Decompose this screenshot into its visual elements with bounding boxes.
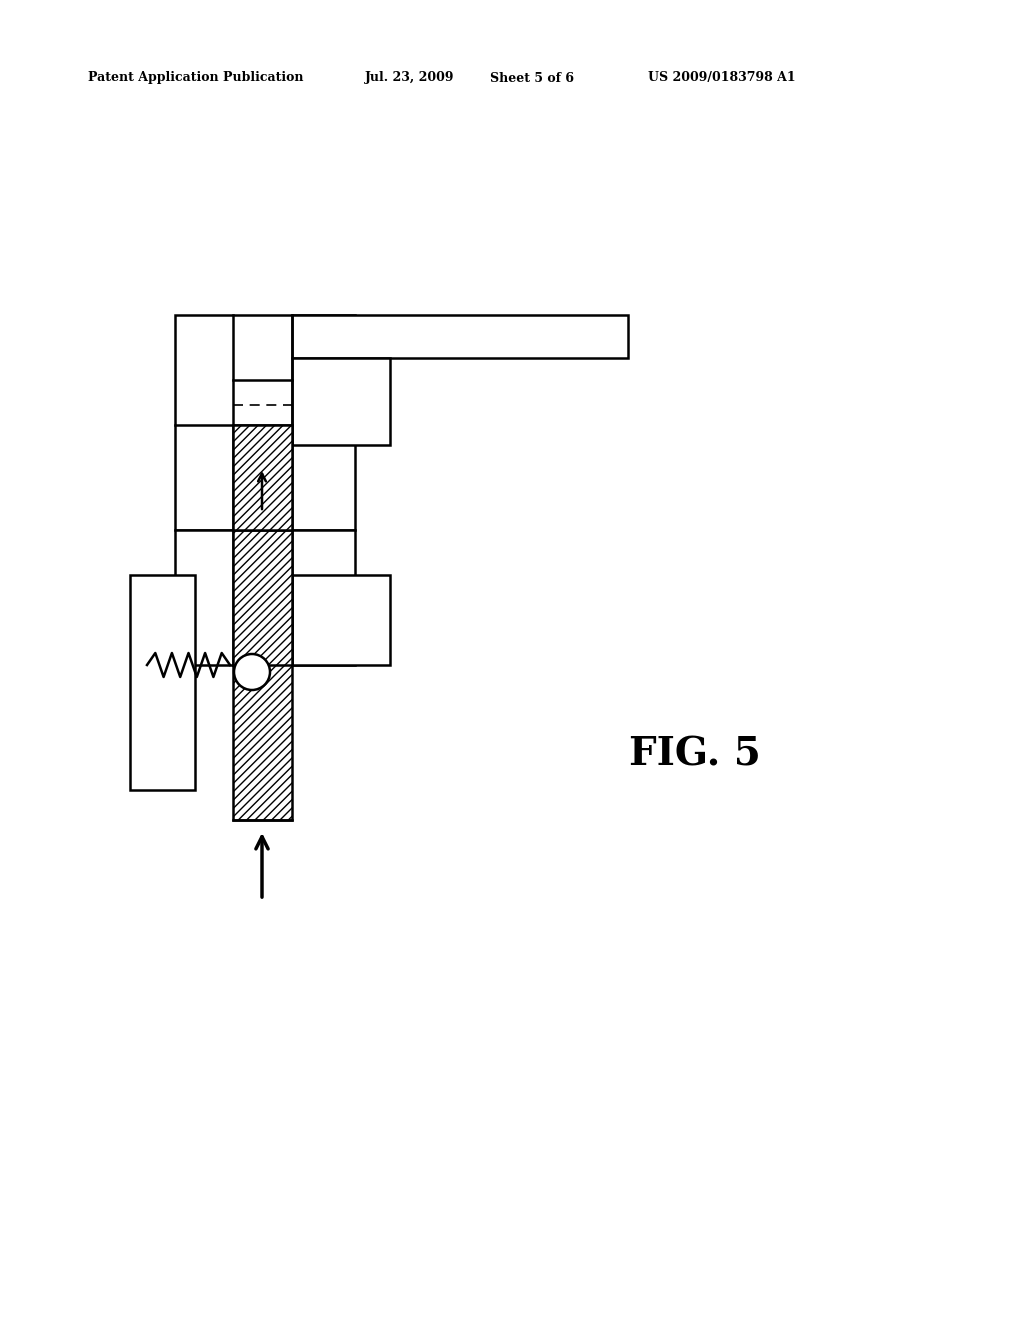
Bar: [175, 315, 355, 531]
Bar: [292, 358, 390, 445]
Text: Sheet 5 of 6: Sheet 5 of 6: [490, 71, 574, 84]
Text: US 2009/0183798 A1: US 2009/0183798 A1: [648, 71, 796, 84]
Bar: [292, 315, 628, 358]
Bar: [233, 531, 292, 820]
Bar: [130, 576, 195, 789]
Text: Jul. 23, 2009: Jul. 23, 2009: [365, 71, 455, 84]
Bar: [233, 425, 292, 531]
Bar: [175, 531, 355, 665]
Text: Patent Application Publication: Patent Application Publication: [88, 71, 303, 84]
Bar: [292, 576, 390, 665]
Circle shape: [234, 653, 270, 690]
Text: FIG. 5: FIG. 5: [629, 737, 761, 774]
